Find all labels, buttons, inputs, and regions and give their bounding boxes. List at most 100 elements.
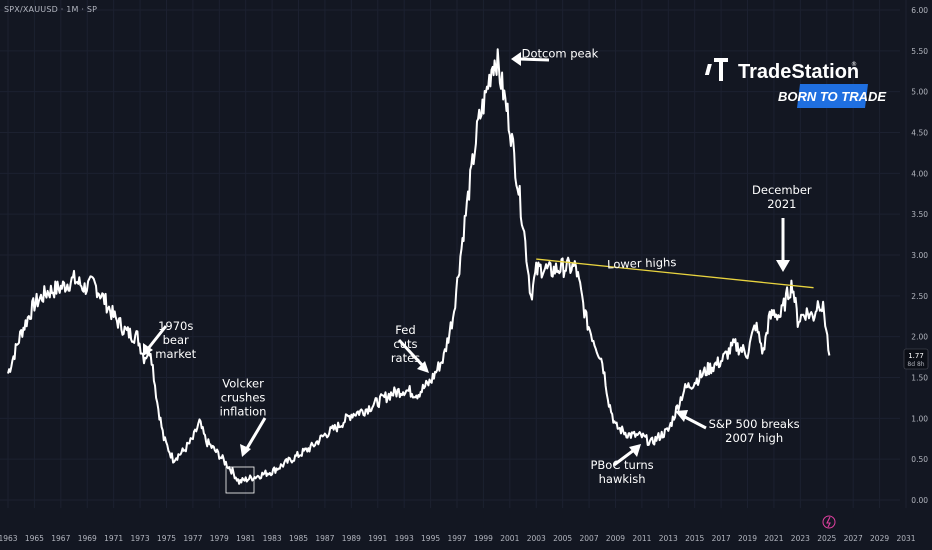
arrow-head-volcker (240, 444, 251, 457)
y-tick-label: 1.00 (911, 414, 928, 423)
annotation-line: 2021 (767, 197, 796, 211)
x-tick-label: 1987 (315, 534, 334, 543)
annotation-5: December 2021 (752, 183, 812, 211)
x-tick-label: 2017 (712, 534, 731, 543)
annotation-0: 1970s bear market (155, 319, 196, 361)
annotation-line: S&P 500 breaks (709, 417, 800, 431)
series-line-spx-xau (7, 48, 831, 485)
x-tick-label: 1977 (183, 534, 202, 543)
x-tick-label: 1991 (368, 534, 387, 543)
x-tick-label: 2005 (553, 534, 572, 543)
x-tick-label: 1963 (0, 534, 18, 543)
bar-countdown: 8d 8h (907, 361, 924, 368)
arrow-head-1970s (143, 343, 153, 356)
x-tick-label: 2007 (580, 534, 599, 543)
x-tick-label: 2027 (844, 534, 863, 543)
annotation-line: inflation (220, 404, 267, 418)
events-marker[interactable] (822, 515, 836, 529)
x-tick-label: 1993 (395, 534, 414, 543)
x-tick-label: 1975 (157, 534, 176, 543)
annotation-1: Volcker crushes inflation (220, 376, 267, 418)
x-tick-label: 2013 (659, 534, 678, 543)
annotation-arrows (143, 52, 790, 467)
x-tick-label: 2009 (606, 534, 625, 543)
last-price-value: 1.77 (908, 352, 924, 360)
tradestation-logo-icon (704, 58, 728, 81)
x-tick-label: 1969 (78, 534, 97, 543)
annotation-line: Dotcom peak (522, 46, 599, 60)
y-tick-label: 2.00 (911, 333, 928, 342)
annotation-line: Lower highs (607, 255, 677, 271)
last-price-tag: 1.77 8d 8h (903, 348, 929, 370)
y-tick-label: 4.50 (911, 129, 928, 138)
annotation-4: Lower highs (607, 255, 677, 271)
annotation-line: PBoC turns (590, 458, 653, 472)
grid-lines (0, 0, 907, 508)
brand-logo: TradeStation ® BORN TO TRADE (704, 58, 886, 108)
annotation-line: Fed (395, 323, 415, 337)
lightning-icon (826, 516, 831, 528)
y-tick-label: 3.00 (911, 251, 928, 260)
x-tick-label: 2001 (500, 534, 519, 543)
x-tick-label: 2019 (738, 534, 757, 543)
annotation-line: 1970s (158, 319, 193, 333)
y-tick-label: 0.50 (911, 455, 928, 464)
arrow-head-dotcom (511, 52, 521, 66)
brand-name: TradeStation (738, 61, 859, 83)
annotation-line: cuts (393, 337, 417, 351)
arrow-1970s (145, 325, 168, 351)
brand-trademark: ® (851, 61, 857, 68)
x-tick-label: 2015 (685, 534, 704, 543)
tagline-badge (797, 84, 868, 108)
x-tick-label: 1981 (236, 534, 255, 543)
arrow-head-fed (417, 361, 429, 373)
arrow-head-december (776, 260, 790, 272)
x-tick-label: 2003 (527, 534, 546, 543)
annotation-line: December (752, 183, 812, 197)
x-tick-label: 2023 (791, 534, 810, 543)
y-tick-label: 0.00 (911, 496, 928, 505)
x-tick-label: 1995 (421, 534, 440, 543)
brand-tagline: BORN TO TRADE (778, 89, 886, 104)
x-tick-label: 2011 (632, 534, 651, 543)
y-tick-label: 4.00 (911, 169, 928, 178)
series-layer (7, 48, 831, 485)
arrow-pboc (613, 448, 635, 467)
arrow-fed (397, 338, 426, 369)
x-tick-label: 1979 (210, 534, 229, 543)
y-tick-label: 3.50 (911, 210, 928, 219)
arrow-head-sp500 (675, 410, 688, 422)
annotation-line: bear (163, 333, 189, 347)
arrow-head-pboc (629, 444, 641, 457)
x-tick-label: 2029 (870, 534, 889, 543)
annotation-line: hawkish (599, 472, 646, 486)
y-tick-label: 5.50 (911, 47, 928, 56)
y-tick-label: 1.50 (911, 374, 928, 383)
annotation-line: 2007 high (725, 431, 783, 445)
y-axis: 0.00 0.50 1.00 1.50 2.00 2.50 3.00 3.50 4.00 4.50… (911, 6, 928, 505)
arrow-sp500 (682, 414, 707, 430)
x-tick-label: 1967 (51, 534, 70, 543)
x-tick-label: 1965 (25, 534, 44, 543)
symbol-label[interactable]: SPX/XAUUSD · 1M · SP (4, 5, 98, 14)
x-tick-label: 1997 (447, 534, 466, 543)
x-tick-label: 1973 (131, 534, 150, 543)
x-tick-label: 1989 (342, 534, 361, 543)
x-tick-label: 1983 (263, 534, 282, 543)
x-tick-label: 2031 (896, 534, 915, 543)
annotation-line: rates (391, 351, 420, 365)
annotation-line: market (155, 347, 196, 361)
series-line-lower-highs-trend (536, 258, 814, 289)
y-tick-label: 5.00 (911, 88, 928, 97)
x-tick-label: 1971 (104, 534, 123, 543)
annotation-2: Fed cuts rates (391, 323, 420, 365)
x-axis: 1963 1965 1967 1969 1971 1973 1975 1977 1979 1981… (0, 534, 916, 543)
annotation-line: crushes (221, 390, 266, 404)
x-tick-label: 1985 (289, 534, 308, 543)
y-tick-label: 6.00 (911, 6, 928, 15)
annotation-3: Dotcom peak (522, 46, 599, 60)
arrow-volcker (244, 417, 267, 451)
x-tick-label: 2025 (817, 534, 836, 543)
annotation-7: PBoC turns hawkish (590, 458, 653, 486)
